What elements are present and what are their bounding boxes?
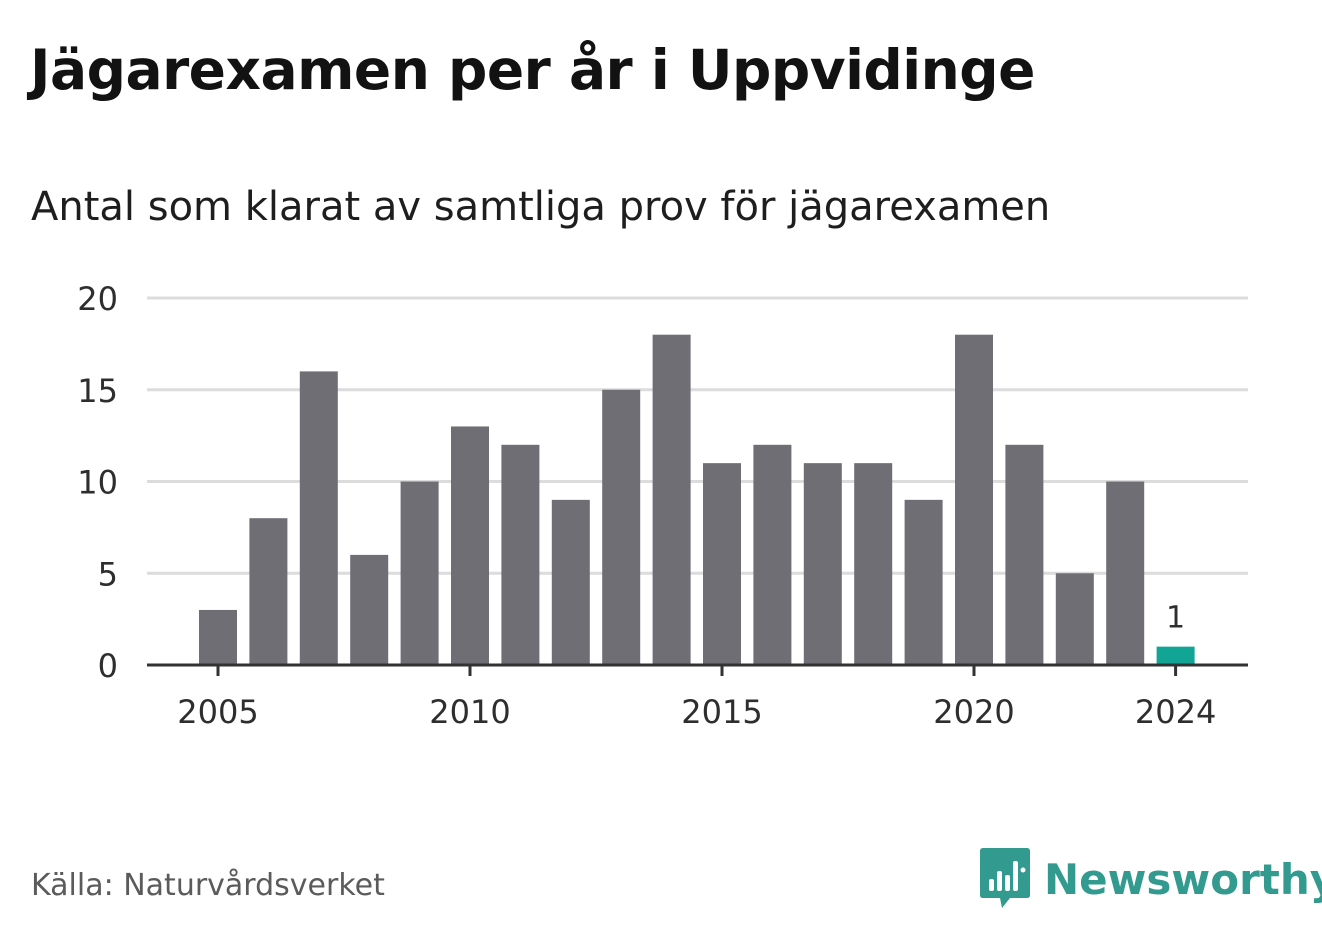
bar-2022 — [1055, 573, 1094, 665]
bar-2023 — [1106, 481, 1145, 665]
bar-2024 — [1156, 646, 1195, 665]
brand-name: Newsworthy — [1044, 854, 1322, 904]
chart-subtitle: Antal som klarat av samtliga prov för jä… — [31, 184, 1051, 230]
source-note: Källa: Naturvårdsverket — [31, 868, 385, 903]
bar-2009 — [400, 481, 439, 665]
bar-chart-speech-bubble-icon — [980, 848, 1030, 908]
x-tick-label: 2024 — [1135, 693, 1216, 731]
bar-2016 — [753, 444, 792, 665]
y-tick-label: 5 — [98, 555, 118, 593]
y-tick-label: 0 — [98, 647, 118, 685]
y-tick-label: 10 — [77, 464, 118, 502]
bar-2011 — [501, 444, 540, 665]
bar-2014 — [652, 334, 691, 665]
chart-title: Jägarexamen per år i Uppvidinge — [30, 38, 1035, 102]
x-tick-label: 2020 — [933, 693, 1014, 731]
bar-2013 — [602, 389, 641, 665]
bar-2019 — [904, 499, 943, 665]
brand-logo: Newsworthy — [980, 848, 1322, 910]
x-tick-label: 2015 — [681, 693, 762, 731]
bar-2015 — [703, 463, 741, 665]
bar-2005 — [199, 609, 237, 665]
bar-2008 — [350, 554, 389, 665]
data-label-2024: 1 — [1166, 601, 1185, 636]
y-tick-label: 15 — [77, 372, 118, 410]
x-tick-label: 2010 — [429, 693, 510, 731]
bar-2021 — [1005, 444, 1044, 665]
bar-2018 — [854, 463, 893, 665]
bar-2012 — [551, 499, 590, 665]
bar-2006 — [249, 518, 288, 665]
bar-2007 — [299, 371, 338, 665]
bar-2010 — [451, 426, 489, 665]
bar-2020 — [955, 334, 993, 665]
x-tick-label: 2005 — [177, 693, 258, 731]
bar-2017 — [803, 463, 842, 665]
y-tick-label: 20 — [77, 280, 118, 318]
bar-chart: 0 5 10 15 20 2005 2010 2015 2020 2024 1 — [77, 280, 1248, 731]
